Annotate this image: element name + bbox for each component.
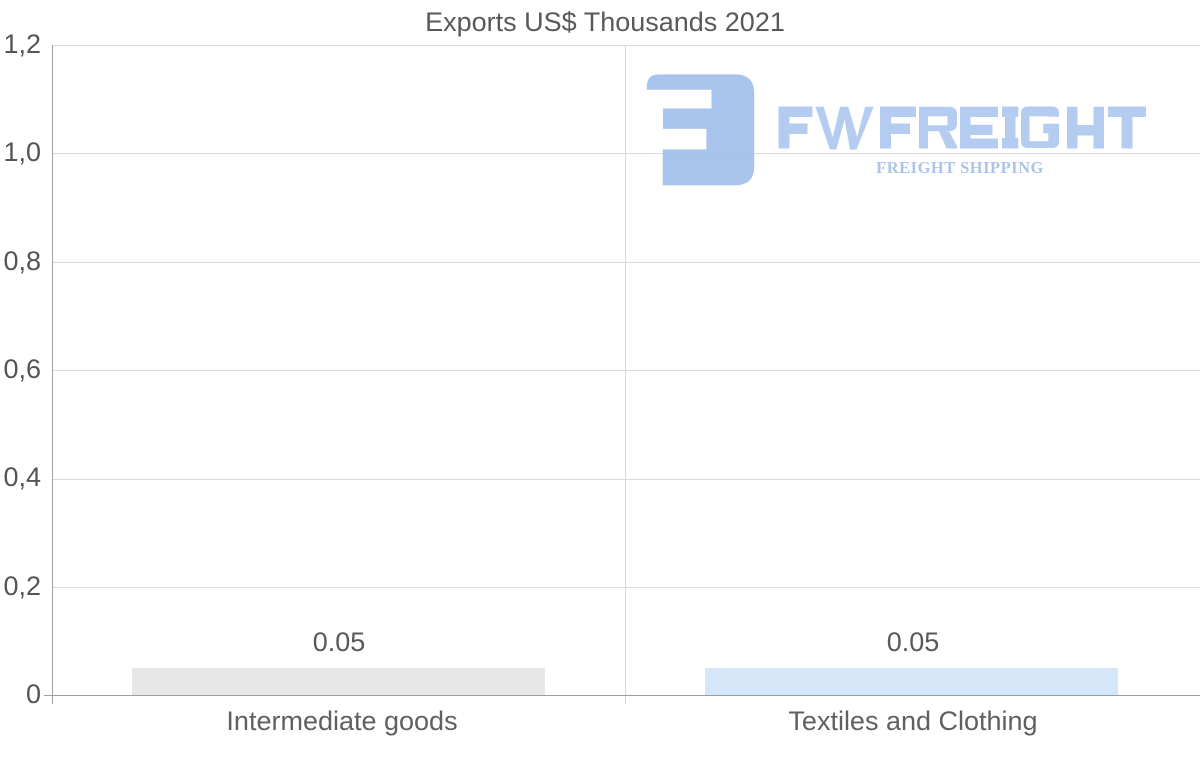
svg-text:FREIGHT SHIPPING: FREIGHT SHIPPING	[876, 158, 1044, 177]
